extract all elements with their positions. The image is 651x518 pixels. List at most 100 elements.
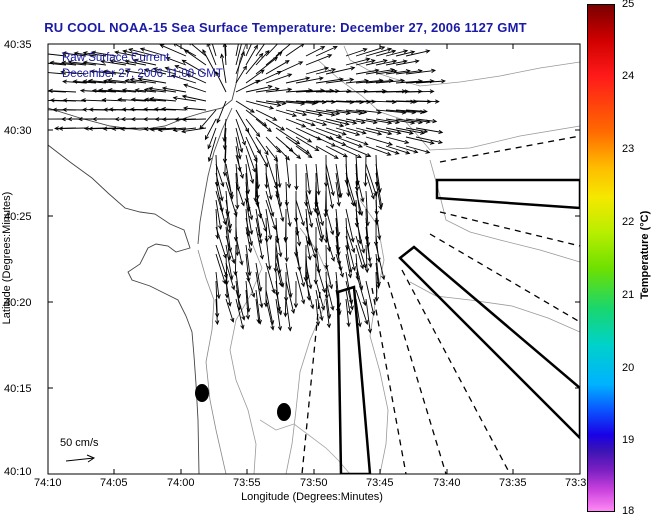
current-vector-head: [404, 139, 410, 145]
current-vector-head: [374, 297, 379, 302]
current-vector: [61, 71, 87, 75]
colorbar-tick: 25: [622, 0, 635, 10]
current-vector-head: [161, 86, 167, 91]
current-vector-head: [231, 285, 236, 291]
current-vector: [245, 226, 252, 253]
current-vector: [365, 280, 375, 316]
current-vector: [395, 118, 423, 124]
current-vector-head: [413, 149, 419, 154]
current-vector: [275, 109, 297, 117]
current-vector: [154, 108, 177, 111]
current-vector-head: [352, 120, 358, 125]
current-vector-head: [253, 44, 258, 50]
current-vector: [255, 136, 269, 155]
current-vector: [295, 217, 300, 246]
current-vector-head: [286, 183, 292, 189]
current-vector-head: [48, 88, 53, 93]
current-vector: [245, 109, 267, 127]
current-vector: [171, 74, 197, 84]
current-vector-head: [296, 241, 302, 247]
current-vector: [285, 136, 310, 154]
current-vector-head: [376, 283, 381, 289]
current-vector-head: [339, 77, 345, 82]
current-vector: [275, 145, 290, 161]
current-vector: [365, 48, 392, 57]
current-vector-head: [301, 123, 307, 128]
current-vector: [275, 289, 282, 315]
current-vector: [150, 127, 177, 131]
current-vector-head: [287, 222, 292, 228]
current-vector: [305, 54, 332, 66]
current-vector: [235, 65, 247, 84]
current-vector-head: [92, 116, 97, 122]
current-vector-head: [100, 59, 106, 64]
current-vector-head: [278, 252, 283, 258]
current-vector-head: [102, 126, 108, 131]
current-vector: [325, 78, 354, 84]
current-vector: [345, 109, 367, 113]
current-vector-head: [377, 131, 383, 136]
current-vector: [62, 52, 87, 57]
current-vector-head: [395, 119, 401, 125]
current-vector-head: [408, 130, 414, 135]
current-vector: [295, 109, 322, 116]
current-vector-head: [370, 194, 375, 200]
current-vector: [295, 89, 325, 93]
current-vector-head: [91, 88, 97, 93]
current-vector: [234, 244, 237, 276]
current-vector: [345, 145, 371, 157]
current-vector-head: [154, 117, 160, 122]
current-vector: [103, 70, 127, 75]
current-vector: [81, 99, 107, 102]
current-vector-head: [219, 207, 224, 213]
current-vector: [395, 60, 419, 66]
current-vector-head: [387, 131, 393, 136]
current-vector: [215, 298, 218, 325]
current-vector-head: [41, 108, 45, 112]
current-vector-head: [114, 50, 120, 55]
current-vector-head: [143, 87, 149, 92]
current-vector-head: [239, 174, 244, 179]
current-vector: [355, 172, 364, 202]
current-vector: [245, 118, 260, 137]
current-vector-head: [438, 139, 443, 145]
current-vector: [265, 88, 292, 93]
current-vector-head: [346, 322, 351, 328]
current-vector-head: [387, 141, 393, 146]
current-vector-head: [182, 106, 188, 111]
current-vector: [405, 90, 434, 93]
current-vector: [265, 118, 285, 131]
current-vector: [285, 89, 313, 93]
current-vector-head: [400, 78, 406, 83]
current-vector: [375, 163, 381, 193]
current-vector-head: [259, 303, 264, 309]
current-vector-head: [283, 312, 288, 318]
current-vector: [295, 77, 323, 84]
current-vector: [325, 109, 350, 114]
current-vector-head: [277, 326, 283, 332]
current-vector-head: [181, 117, 187, 122]
current-vector: [275, 181, 282, 207]
current-vector: [325, 100, 354, 103]
current-vector: [265, 199, 276, 230]
current-vector-head: [274, 87, 280, 92]
current-vector: [365, 118, 392, 124]
current-vector: [265, 172, 272, 200]
current-vector: [365, 69, 395, 75]
current-vector-head: [342, 153, 348, 158]
current-vector: [144, 98, 167, 102]
current-vector-head: [336, 201, 341, 207]
current-vector: [355, 190, 363, 216]
current-vector: [207, 127, 217, 149]
current-vector-head: [273, 267, 278, 273]
current-vector-head: [102, 107, 108, 112]
colorbar-label: Temperature (°C): [639, 210, 651, 300]
current-vector: [166, 57, 187, 66]
current-vector-head: [124, 69, 130, 74]
current-vector: [295, 136, 319, 151]
current-vector-head: [429, 89, 435, 94]
current-vector-head: [239, 260, 244, 266]
current-vector: [385, 60, 407, 66]
current-vector-head: [425, 149, 431, 154]
current-vector-head: [91, 50, 97, 55]
